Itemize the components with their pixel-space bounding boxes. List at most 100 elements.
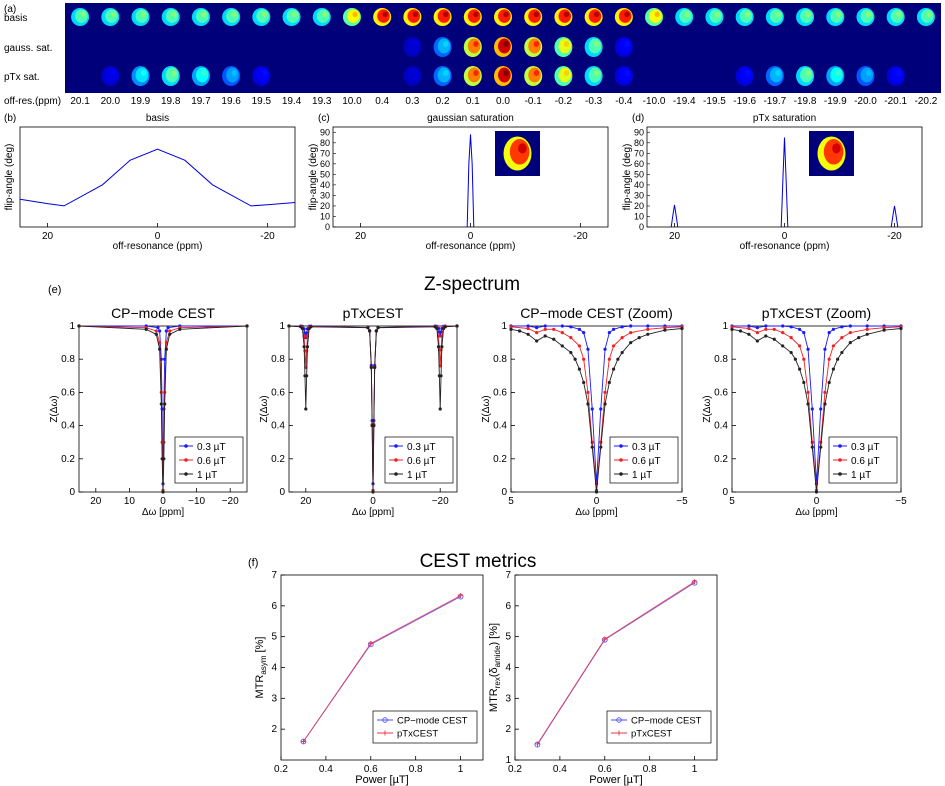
x-tick-label: 10 (124, 496, 136, 507)
brain-image (826, 8, 845, 26)
data-point (802, 331, 806, 335)
brain-image (161, 8, 180, 26)
data-point (599, 407, 603, 411)
data-point (612, 367, 616, 371)
y-tick-label: 40 (634, 180, 644, 190)
panel-label-c: (c) (318, 113, 330, 124)
brain-image (433, 8, 452, 26)
offset-label: -19.7 (763, 96, 786, 107)
data-point (305, 345, 310, 349)
legend: 0.3 µT 0.6 µT 1 µT (828, 436, 898, 484)
brain-hot (835, 70, 842, 76)
x-tick-label: -20 (887, 231, 902, 242)
x-tick-label: 1 (692, 764, 698, 775)
data-point (781, 324, 785, 328)
brain-hot (533, 41, 540, 47)
legend-label: 0.6 µT (197, 456, 226, 467)
data-point (569, 350, 573, 355)
data-point (620, 325, 624, 329)
y-tick-label: 0.4 (271, 421, 285, 432)
data-point (368, 329, 372, 333)
data-point (305, 374, 309, 378)
data-point (603, 390, 607, 394)
brain-image (252, 66, 271, 86)
data-point (154, 329, 158, 333)
legend-label: 0.6 µT (851, 456, 880, 467)
data-point (369, 365, 373, 370)
x-tick-label: -20 (260, 231, 275, 242)
brain-image (101, 66, 120, 86)
data-point (772, 327, 776, 331)
chart-title: pTx saturation (753, 113, 816, 124)
y-tick-label: 50 (320, 169, 330, 179)
brain-image (796, 66, 815, 86)
brain-hot (443, 41, 449, 47)
data-point (637, 336, 641, 340)
brain-hot (563, 41, 570, 47)
data-point (620, 336, 624, 340)
y-tick-label: 1 (722, 321, 728, 332)
x-tick-label: 20 (90, 496, 102, 507)
brain-hot (201, 11, 207, 17)
x-axis-label: Δω [ppm] (795, 507, 837, 518)
x-tick-label: 20 (42, 231, 54, 242)
data-point (164, 341, 168, 345)
brain-hot (473, 70, 479, 76)
legend-label: CP−mode CEST (397, 716, 468, 727)
x-axis-label: Δω [ppm] (352, 507, 394, 518)
offset-label: 19.9 (131, 96, 151, 107)
legend-marker (394, 444, 398, 448)
data-point (552, 327, 556, 331)
x-tick-label: −5 (676, 496, 688, 507)
data-point (439, 330, 443, 334)
legend-label: pTxCEST (397, 729, 438, 740)
brain-image (71, 8, 90, 26)
offset-label: 0.2 (436, 96, 450, 107)
data-point (798, 367, 802, 371)
data-point (455, 324, 459, 328)
data-point (590, 407, 594, 411)
legend-label: 1 µT (632, 470, 652, 481)
brain-hot (473, 11, 479, 17)
legend-marker (838, 472, 842, 476)
brain-image (645, 8, 664, 26)
y-tick-label: 90 (320, 127, 330, 137)
brain-hot (503, 11, 509, 17)
data-point (163, 402, 167, 406)
y-tick-label: 10 (634, 211, 644, 221)
brain-hot (292, 11, 298, 17)
brain-hot (745, 70, 751, 76)
data-point (882, 328, 886, 332)
brain-hot (745, 11, 751, 17)
data-point (156, 326, 160, 330)
y-tick-label: 50 (634, 169, 644, 179)
legend-label: 0.3 µT (851, 442, 880, 453)
y-tick-label: 1 (69, 321, 75, 332)
data-point (287, 324, 291, 328)
y-label-main: MTR (488, 688, 500, 712)
data-point (793, 357, 797, 361)
data-point (577, 367, 582, 371)
brain-image (735, 66, 754, 86)
data-point (620, 350, 624, 355)
data-point (552, 337, 556, 341)
legend-label: 0.6 µT (407, 456, 436, 467)
legend-marker (184, 444, 188, 448)
legend: 0.3 µT 0.6 µT 1 µT (174, 436, 244, 484)
data-point (730, 327, 734, 331)
offset-label: 0.3 (405, 96, 419, 107)
legend-marker (394, 458, 398, 462)
x-tick-label: 0 (468, 231, 474, 242)
y-tick-label: 40 (320, 180, 330, 190)
x-tick-label: 0.8 (643, 764, 657, 775)
legend-marker (184, 458, 188, 462)
z-spectrum-chart: pTxCEST 0 0.2 0.4 0.6 0.8 1 20 0 −20 Δω [ppm] Z(Δω)… (259, 305, 459, 518)
brain-image (614, 8, 633, 26)
panel-label-e: (e) (48, 284, 61, 296)
data-point (680, 326, 684, 331)
brain-image (735, 8, 754, 26)
data-point (764, 327, 768, 331)
brain-image (282, 8, 301, 26)
data-point (612, 344, 616, 348)
legend-marker (619, 472, 623, 476)
